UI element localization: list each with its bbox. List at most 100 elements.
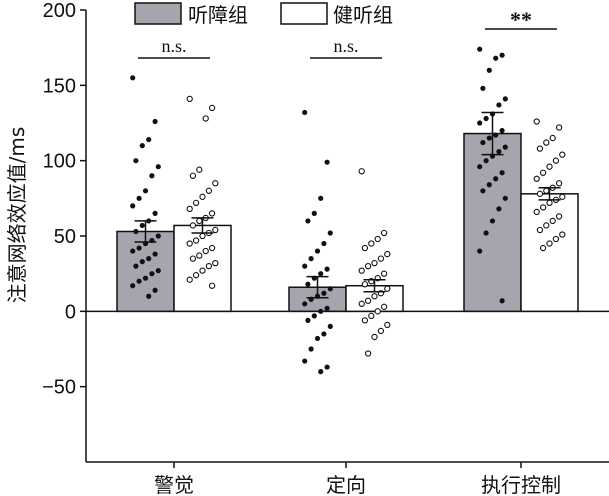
data-point xyxy=(321,240,327,247)
significance-label: n.s. xyxy=(161,36,186,56)
significance-annotations: n.s. n.s. ** xyxy=(138,7,557,59)
data-point xyxy=(384,321,391,329)
data-point xyxy=(499,170,505,176)
data-point xyxy=(555,124,563,131)
data-point xyxy=(321,290,327,296)
data-point xyxy=(318,308,324,314)
data-point xyxy=(136,195,142,201)
data-point xyxy=(139,222,145,229)
data-point xyxy=(533,175,540,182)
data-point xyxy=(133,228,139,235)
legend-swatch-hearing-impaired xyxy=(134,2,182,25)
data-point xyxy=(208,210,216,217)
x-category-label: 警觉 xyxy=(154,473,194,496)
data-point xyxy=(549,217,556,225)
data-point xyxy=(199,232,206,240)
data-point xyxy=(311,210,317,216)
data-point xyxy=(155,233,161,239)
data-point xyxy=(374,235,381,243)
data-point xyxy=(496,206,502,212)
data-point xyxy=(152,287,158,293)
data-point xyxy=(196,252,203,259)
data-point xyxy=(208,282,216,289)
data-point xyxy=(196,166,203,173)
data-point xyxy=(364,297,372,304)
y-tick-label: 150 xyxy=(43,75,76,97)
data-point xyxy=(486,135,492,141)
data-point xyxy=(212,226,219,234)
significance-label: ** xyxy=(510,7,532,32)
data-point xyxy=(486,67,492,73)
y-tick-label: 50 xyxy=(54,226,76,248)
data-point xyxy=(533,118,540,125)
data-point xyxy=(152,210,158,216)
data-point xyxy=(327,230,333,236)
data-point xyxy=(308,256,314,262)
data-point xyxy=(361,281,369,288)
data-point xyxy=(202,115,209,122)
data-point xyxy=(380,270,388,277)
data-point xyxy=(480,188,486,194)
data-point xyxy=(205,187,213,194)
data-point xyxy=(477,248,483,254)
data-point xyxy=(555,213,563,220)
data-point xyxy=(130,283,136,289)
x-category-label: 定向 xyxy=(326,473,366,496)
data-point xyxy=(302,358,308,364)
data-point xyxy=(499,52,505,58)
data-point xyxy=(212,180,219,187)
data-point xyxy=(205,262,213,270)
data-point xyxy=(546,199,553,207)
bar-normal-hearing xyxy=(520,193,579,313)
data-point xyxy=(318,195,324,201)
data-point xyxy=(539,244,547,252)
legend-label-normal-hearing: 健听组 xyxy=(333,3,393,27)
data-point xyxy=(358,300,365,307)
data-point xyxy=(543,222,550,229)
data-point xyxy=(318,369,324,375)
data-point xyxy=(496,149,502,155)
data-point xyxy=(314,248,321,254)
data-point xyxy=(489,218,496,224)
y-tick-label: 200 xyxy=(43,0,76,22)
data-point xyxy=(192,199,200,207)
data-point xyxy=(499,127,505,134)
data-point xyxy=(364,350,372,357)
data-point xyxy=(361,244,369,252)
data-point xyxy=(324,159,330,165)
data-point xyxy=(189,255,197,262)
data-point xyxy=(377,255,385,262)
data-point xyxy=(380,303,388,310)
data-point xyxy=(502,144,508,150)
data-point xyxy=(186,205,193,213)
data-point xyxy=(133,158,139,164)
data-point xyxy=(136,245,142,251)
data-point xyxy=(483,230,489,236)
data-point xyxy=(152,118,158,125)
data-point xyxy=(318,271,324,277)
data-point xyxy=(327,286,333,292)
data-point xyxy=(192,237,200,244)
data-point xyxy=(559,151,566,158)
data-point xyxy=(142,275,149,281)
data-point xyxy=(311,313,317,319)
data-point xyxy=(155,164,161,170)
data-point xyxy=(189,172,197,179)
data-point xyxy=(302,263,308,269)
data-point xyxy=(149,271,155,277)
data-point xyxy=(477,164,483,170)
data-point xyxy=(486,182,492,188)
data-point xyxy=(361,317,369,324)
data-point xyxy=(308,346,314,352)
data-point xyxy=(543,139,550,146)
data-point xyxy=(552,157,560,164)
data-point xyxy=(186,276,193,283)
data-point xyxy=(358,168,365,175)
data-point xyxy=(536,145,544,152)
data-point xyxy=(477,120,483,126)
y-tick-label: 0 xyxy=(65,301,76,323)
data-point xyxy=(384,250,391,258)
data-point xyxy=(199,193,206,200)
data-point xyxy=(477,46,483,52)
